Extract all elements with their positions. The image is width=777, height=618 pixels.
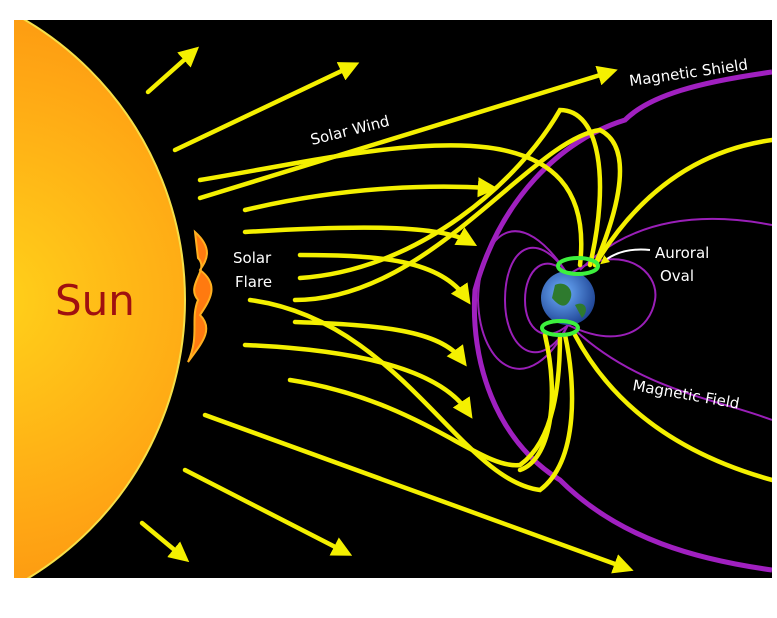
auroral-oval-label: Oval [660,267,694,285]
solar-flare-label: Solar [233,249,272,267]
solar-flare [187,229,213,363]
solar-wind-arrows [139,46,772,574]
solar-flare-label: Flare [235,273,272,291]
auroral-oval-north [556,256,600,276]
earth-land [552,283,586,318]
sun [14,20,186,578]
sun-label: Sun [55,276,135,325]
auroral-oval-label: Auroral [655,244,709,262]
auroral-pointer [600,248,651,265]
auroral-oval-south [540,319,580,337]
